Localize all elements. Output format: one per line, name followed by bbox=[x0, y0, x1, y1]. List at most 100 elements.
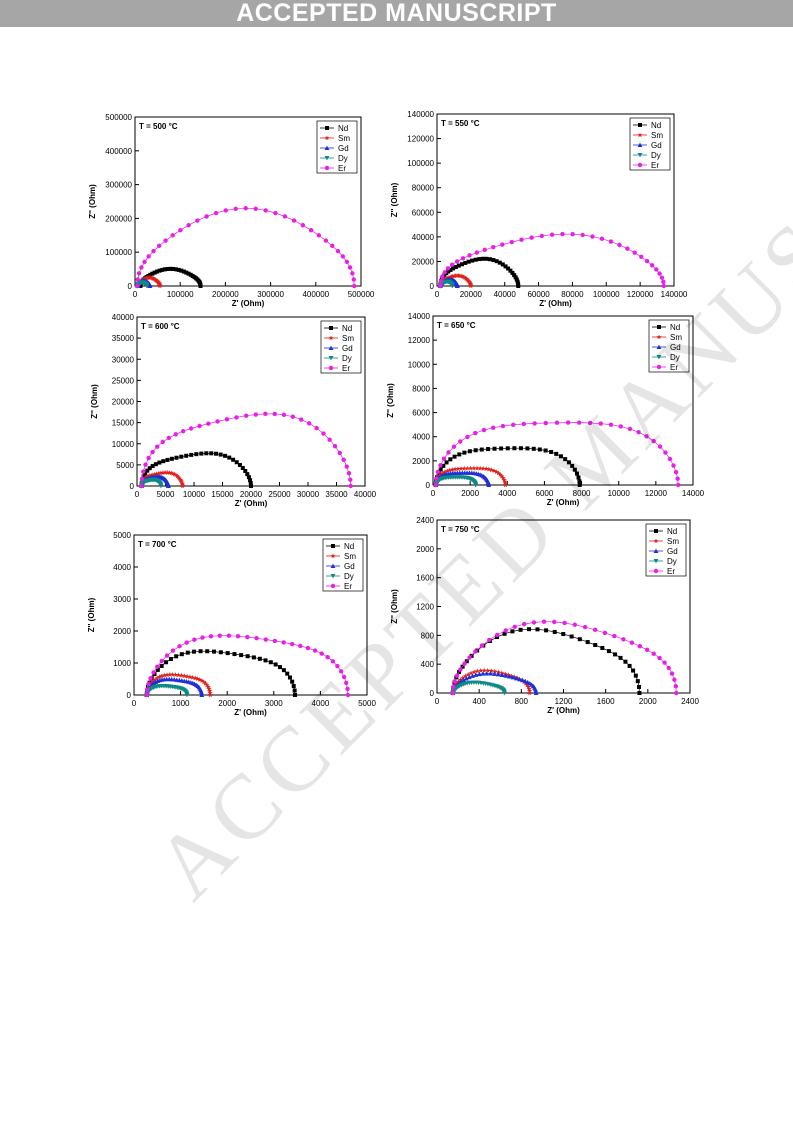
legend-label-nd: Nd bbox=[670, 323, 680, 332]
data-point bbox=[151, 670, 156, 675]
x-tick-label: 400000 bbox=[302, 290, 329, 299]
data-point bbox=[478, 668, 484, 673]
data-point bbox=[470, 258, 475, 263]
accepted-manuscript-banner: ACCEPTED MANUSCRIPT bbox=[0, 0, 793, 27]
y-tick-label: 200000 bbox=[105, 214, 132, 223]
x-tick-label: 12000 bbox=[645, 489, 668, 498]
legend-marker-sm bbox=[330, 553, 336, 559]
data-point bbox=[170, 672, 176, 677]
data-point bbox=[245, 472, 250, 477]
data-point bbox=[544, 628, 549, 633]
data-point bbox=[208, 634, 214, 639]
data-point bbox=[466, 278, 472, 284]
legend-marker-er bbox=[653, 568, 659, 574]
data-point bbox=[135, 277, 140, 282]
data-point bbox=[448, 274, 454, 279]
data-point bbox=[150, 678, 156, 684]
data-point bbox=[585, 640, 590, 645]
data-point bbox=[577, 637, 582, 642]
data-point bbox=[263, 208, 268, 213]
legend-label-gd: Gd bbox=[342, 344, 353, 353]
legend-marker-gd bbox=[656, 344, 662, 349]
data-point bbox=[479, 643, 485, 648]
x-tick-label: 2400 bbox=[681, 697, 699, 706]
chart-title: T = 650 °C bbox=[437, 321, 476, 330]
data-point bbox=[150, 464, 155, 469]
data-point bbox=[600, 646, 605, 651]
data-point bbox=[612, 633, 617, 639]
data-point bbox=[468, 670, 474, 676]
data-point bbox=[214, 451, 219, 456]
data-point bbox=[136, 271, 142, 276]
data-point bbox=[558, 454, 563, 459]
data-point bbox=[148, 272, 153, 277]
data-point bbox=[159, 673, 165, 679]
x-tick-label: 40000 bbox=[494, 290, 517, 299]
data-point bbox=[194, 452, 199, 457]
data-point bbox=[272, 638, 278, 644]
data-point bbox=[541, 619, 547, 624]
data-point bbox=[215, 419, 220, 424]
data-point bbox=[473, 448, 478, 453]
data-point bbox=[289, 641, 295, 647]
data-point bbox=[206, 421, 211, 426]
data-point bbox=[158, 484, 164, 489]
data-point bbox=[281, 640, 286, 645]
legend-marker-dy bbox=[637, 153, 643, 158]
data-point bbox=[500, 475, 506, 481]
data-point bbox=[337, 450, 342, 456]
legend-label-er: Er bbox=[670, 363, 678, 372]
data-point bbox=[452, 466, 458, 472]
data-point bbox=[464, 465, 470, 471]
data-point bbox=[201, 679, 207, 685]
y-tick-label: 1200 bbox=[416, 603, 434, 612]
y-tick-label: 8000 bbox=[412, 384, 430, 393]
data-point bbox=[570, 463, 575, 468]
data-point bbox=[187, 674, 193, 680]
legend-label-nd: Nd bbox=[344, 542, 354, 551]
data-point bbox=[159, 663, 164, 668]
data-point bbox=[474, 250, 480, 255]
legend-label-er: Er bbox=[667, 567, 675, 576]
data-point bbox=[181, 269, 186, 274]
data-point bbox=[666, 665, 671, 671]
data-point bbox=[462, 275, 468, 280]
data-point bbox=[525, 684, 531, 690]
data-point bbox=[502, 691, 507, 696]
y-tick-label: 60000 bbox=[412, 208, 435, 217]
data-point bbox=[497, 260, 502, 265]
data-point bbox=[635, 679, 640, 684]
data-point bbox=[486, 466, 492, 472]
data-point bbox=[155, 664, 160, 669]
data-point bbox=[246, 475, 251, 480]
data-point bbox=[572, 467, 577, 472]
series-er bbox=[438, 231, 667, 289]
legend-marker-gd bbox=[324, 145, 330, 150]
data-point bbox=[453, 265, 458, 270]
data-point bbox=[565, 420, 571, 425]
data-point bbox=[281, 668, 286, 673]
data-point bbox=[644, 258, 650, 264]
y-tick-label: 12000 bbox=[408, 336, 431, 345]
data-point bbox=[282, 214, 288, 219]
data-point bbox=[200, 635, 205, 640]
y-tick-label: 2000 bbox=[416, 545, 434, 554]
data-point bbox=[468, 465, 474, 471]
x-tick-label: 2000 bbox=[639, 697, 657, 706]
data-point bbox=[143, 462, 148, 467]
legend-marker-er bbox=[656, 364, 662, 370]
data-point bbox=[441, 463, 446, 468]
data-point bbox=[454, 283, 460, 288]
data-point bbox=[454, 673, 460, 678]
data-point bbox=[168, 657, 173, 662]
impedance-chart-3: 0 5000 10000 15000 20000 25000 30000 35000 40000… bbox=[90, 313, 377, 508]
legend-label-sm: Sm bbox=[342, 334, 354, 343]
data-point bbox=[452, 454, 457, 459]
data-point bbox=[582, 624, 588, 630]
data-point bbox=[184, 270, 189, 275]
y-tick-label: 5000 bbox=[113, 531, 131, 540]
data-point bbox=[577, 420, 582, 425]
data-point bbox=[347, 265, 353, 270]
legend-marker-nd bbox=[657, 325, 661, 329]
data-point bbox=[345, 692, 351, 698]
